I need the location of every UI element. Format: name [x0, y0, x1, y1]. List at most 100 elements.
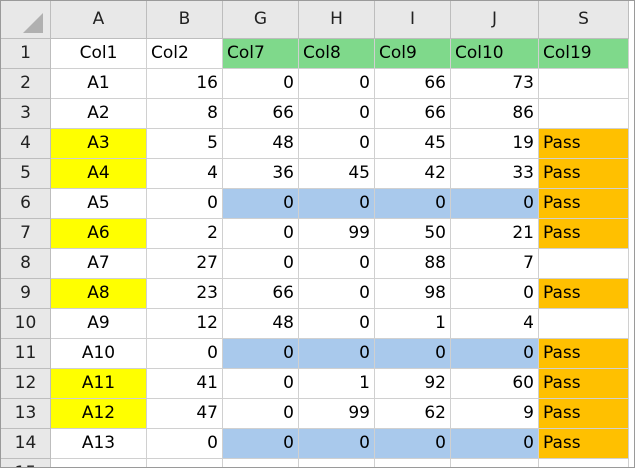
cell[interactable]: 66	[375, 99, 451, 129]
cell[interactable]: Pass	[539, 339, 629, 369]
cell[interactable]: 0	[299, 429, 375, 459]
cell[interactable]	[299, 459, 375, 467]
cell[interactable]: 99	[299, 219, 375, 249]
cell[interactable]: 88	[375, 249, 451, 279]
cell[interactable]: 0	[223, 189, 299, 219]
cell[interactable]: 98	[375, 279, 451, 309]
row-header[interactable]: 12	[1, 369, 51, 399]
corner-cell[interactable]	[1, 1, 51, 39]
cell[interactable]: A9	[51, 309, 147, 339]
row-header[interactable]: 8	[1, 249, 51, 279]
row-header[interactable]: 13	[1, 399, 51, 429]
cell[interactable]: 48	[223, 309, 299, 339]
cell[interactable]: A4	[51, 159, 147, 189]
cell[interactable]: 0	[451, 279, 539, 309]
cell[interactable]: 99	[299, 399, 375, 429]
row-header[interactable]: 14	[1, 429, 51, 459]
cell[interactable]: Col8	[299, 39, 375, 69]
cell[interactable]: 0	[147, 339, 223, 369]
cell[interactable]: 66	[223, 279, 299, 309]
cell[interactable]	[539, 459, 629, 467]
cell[interactable]: 0	[299, 249, 375, 279]
cell[interactable]: A12	[51, 399, 147, 429]
cell[interactable]: Pass	[539, 369, 629, 399]
cell[interactable]: 33	[451, 159, 539, 189]
cell[interactable]: 4	[451, 309, 539, 339]
cell[interactable]: 0	[299, 69, 375, 99]
cell[interactable]: 0	[299, 189, 375, 219]
row-header[interactable]: 7	[1, 219, 51, 249]
cell[interactable]: 41	[147, 369, 223, 399]
cell[interactable]: 66	[375, 69, 451, 99]
cell[interactable]: 42	[375, 159, 451, 189]
cell[interactable]	[375, 459, 451, 467]
cell[interactable]: 0	[223, 69, 299, 99]
cell[interactable]: 0	[451, 339, 539, 369]
column-header[interactable]: B	[147, 1, 223, 39]
cell[interactable]: 50	[375, 219, 451, 249]
cell[interactable]: 0	[223, 339, 299, 369]
cell[interactable]: 2	[147, 219, 223, 249]
cell[interactable]: 0	[223, 219, 299, 249]
cell[interactable]: 0	[375, 339, 451, 369]
cell[interactable]: A7	[51, 249, 147, 279]
column-header[interactable]: A	[51, 1, 147, 39]
cell[interactable]	[539, 69, 629, 99]
cell[interactable]: Col2	[147, 39, 223, 69]
cell[interactable]: Col9	[375, 39, 451, 69]
cell[interactable]: Col10	[451, 39, 539, 69]
cell[interactable]: Pass	[539, 159, 629, 189]
column-header[interactable]: S	[539, 1, 629, 39]
cell[interactable]: A6	[51, 219, 147, 249]
cell[interactable]: Pass	[539, 429, 629, 459]
row-header[interactable]: 15	[1, 459, 51, 467]
cell[interactable]: 0	[451, 429, 539, 459]
cell[interactable]: 0	[223, 369, 299, 399]
cell[interactable]: 47	[147, 399, 223, 429]
cell[interactable]: 0	[223, 429, 299, 459]
cell[interactable]: 92	[375, 369, 451, 399]
row-header[interactable]: 10	[1, 309, 51, 339]
cell[interactable]: Col1	[51, 39, 147, 69]
cell[interactable]: 0	[299, 309, 375, 339]
cell[interactable]: A1	[51, 69, 147, 99]
cell[interactable]: 48	[223, 129, 299, 159]
cell[interactable]: 0	[299, 339, 375, 369]
cell[interactable]: 27	[147, 249, 223, 279]
row-header[interactable]: 6	[1, 189, 51, 219]
column-header[interactable]: H	[299, 1, 375, 39]
cell[interactable]	[451, 459, 539, 467]
cell[interactable]: 9	[451, 399, 539, 429]
cell[interactable]: A3	[51, 129, 147, 159]
cell[interactable]: A5	[51, 189, 147, 219]
cell[interactable]	[539, 309, 629, 339]
cell[interactable]: 5	[147, 129, 223, 159]
cell[interactable]: 45	[375, 129, 451, 159]
cell[interactable]: Pass	[539, 279, 629, 309]
cell[interactable]: 21	[451, 219, 539, 249]
row-header[interactable]: 5	[1, 159, 51, 189]
row-header[interactable]: 11	[1, 339, 51, 369]
cell[interactable]: 4	[147, 159, 223, 189]
cell[interactable]: A11	[51, 369, 147, 399]
row-header[interactable]: 4	[1, 129, 51, 159]
cell[interactable]: 8	[147, 99, 223, 129]
cell[interactable]: Col19	[539, 39, 629, 69]
column-header[interactable]: J	[451, 1, 539, 39]
cell[interactable]: 0	[299, 279, 375, 309]
row-header[interactable]: 9	[1, 279, 51, 309]
cell[interactable]	[539, 249, 629, 279]
cell[interactable]: A10	[51, 339, 147, 369]
cell[interactable]	[51, 459, 147, 467]
cell[interactable]: 45	[299, 159, 375, 189]
cell[interactable]: 0	[451, 189, 539, 219]
row-header[interactable]: 1	[1, 39, 51, 69]
cell[interactable]: 0	[299, 129, 375, 159]
cell[interactable]: 0	[223, 249, 299, 279]
cell[interactable]: Pass	[539, 219, 629, 249]
cell[interactable]: 60	[451, 369, 539, 399]
cell[interactable]: A8	[51, 279, 147, 309]
cell[interactable]	[223, 459, 299, 467]
cell[interactable]: A2	[51, 99, 147, 129]
row-header[interactable]: 2	[1, 69, 51, 99]
